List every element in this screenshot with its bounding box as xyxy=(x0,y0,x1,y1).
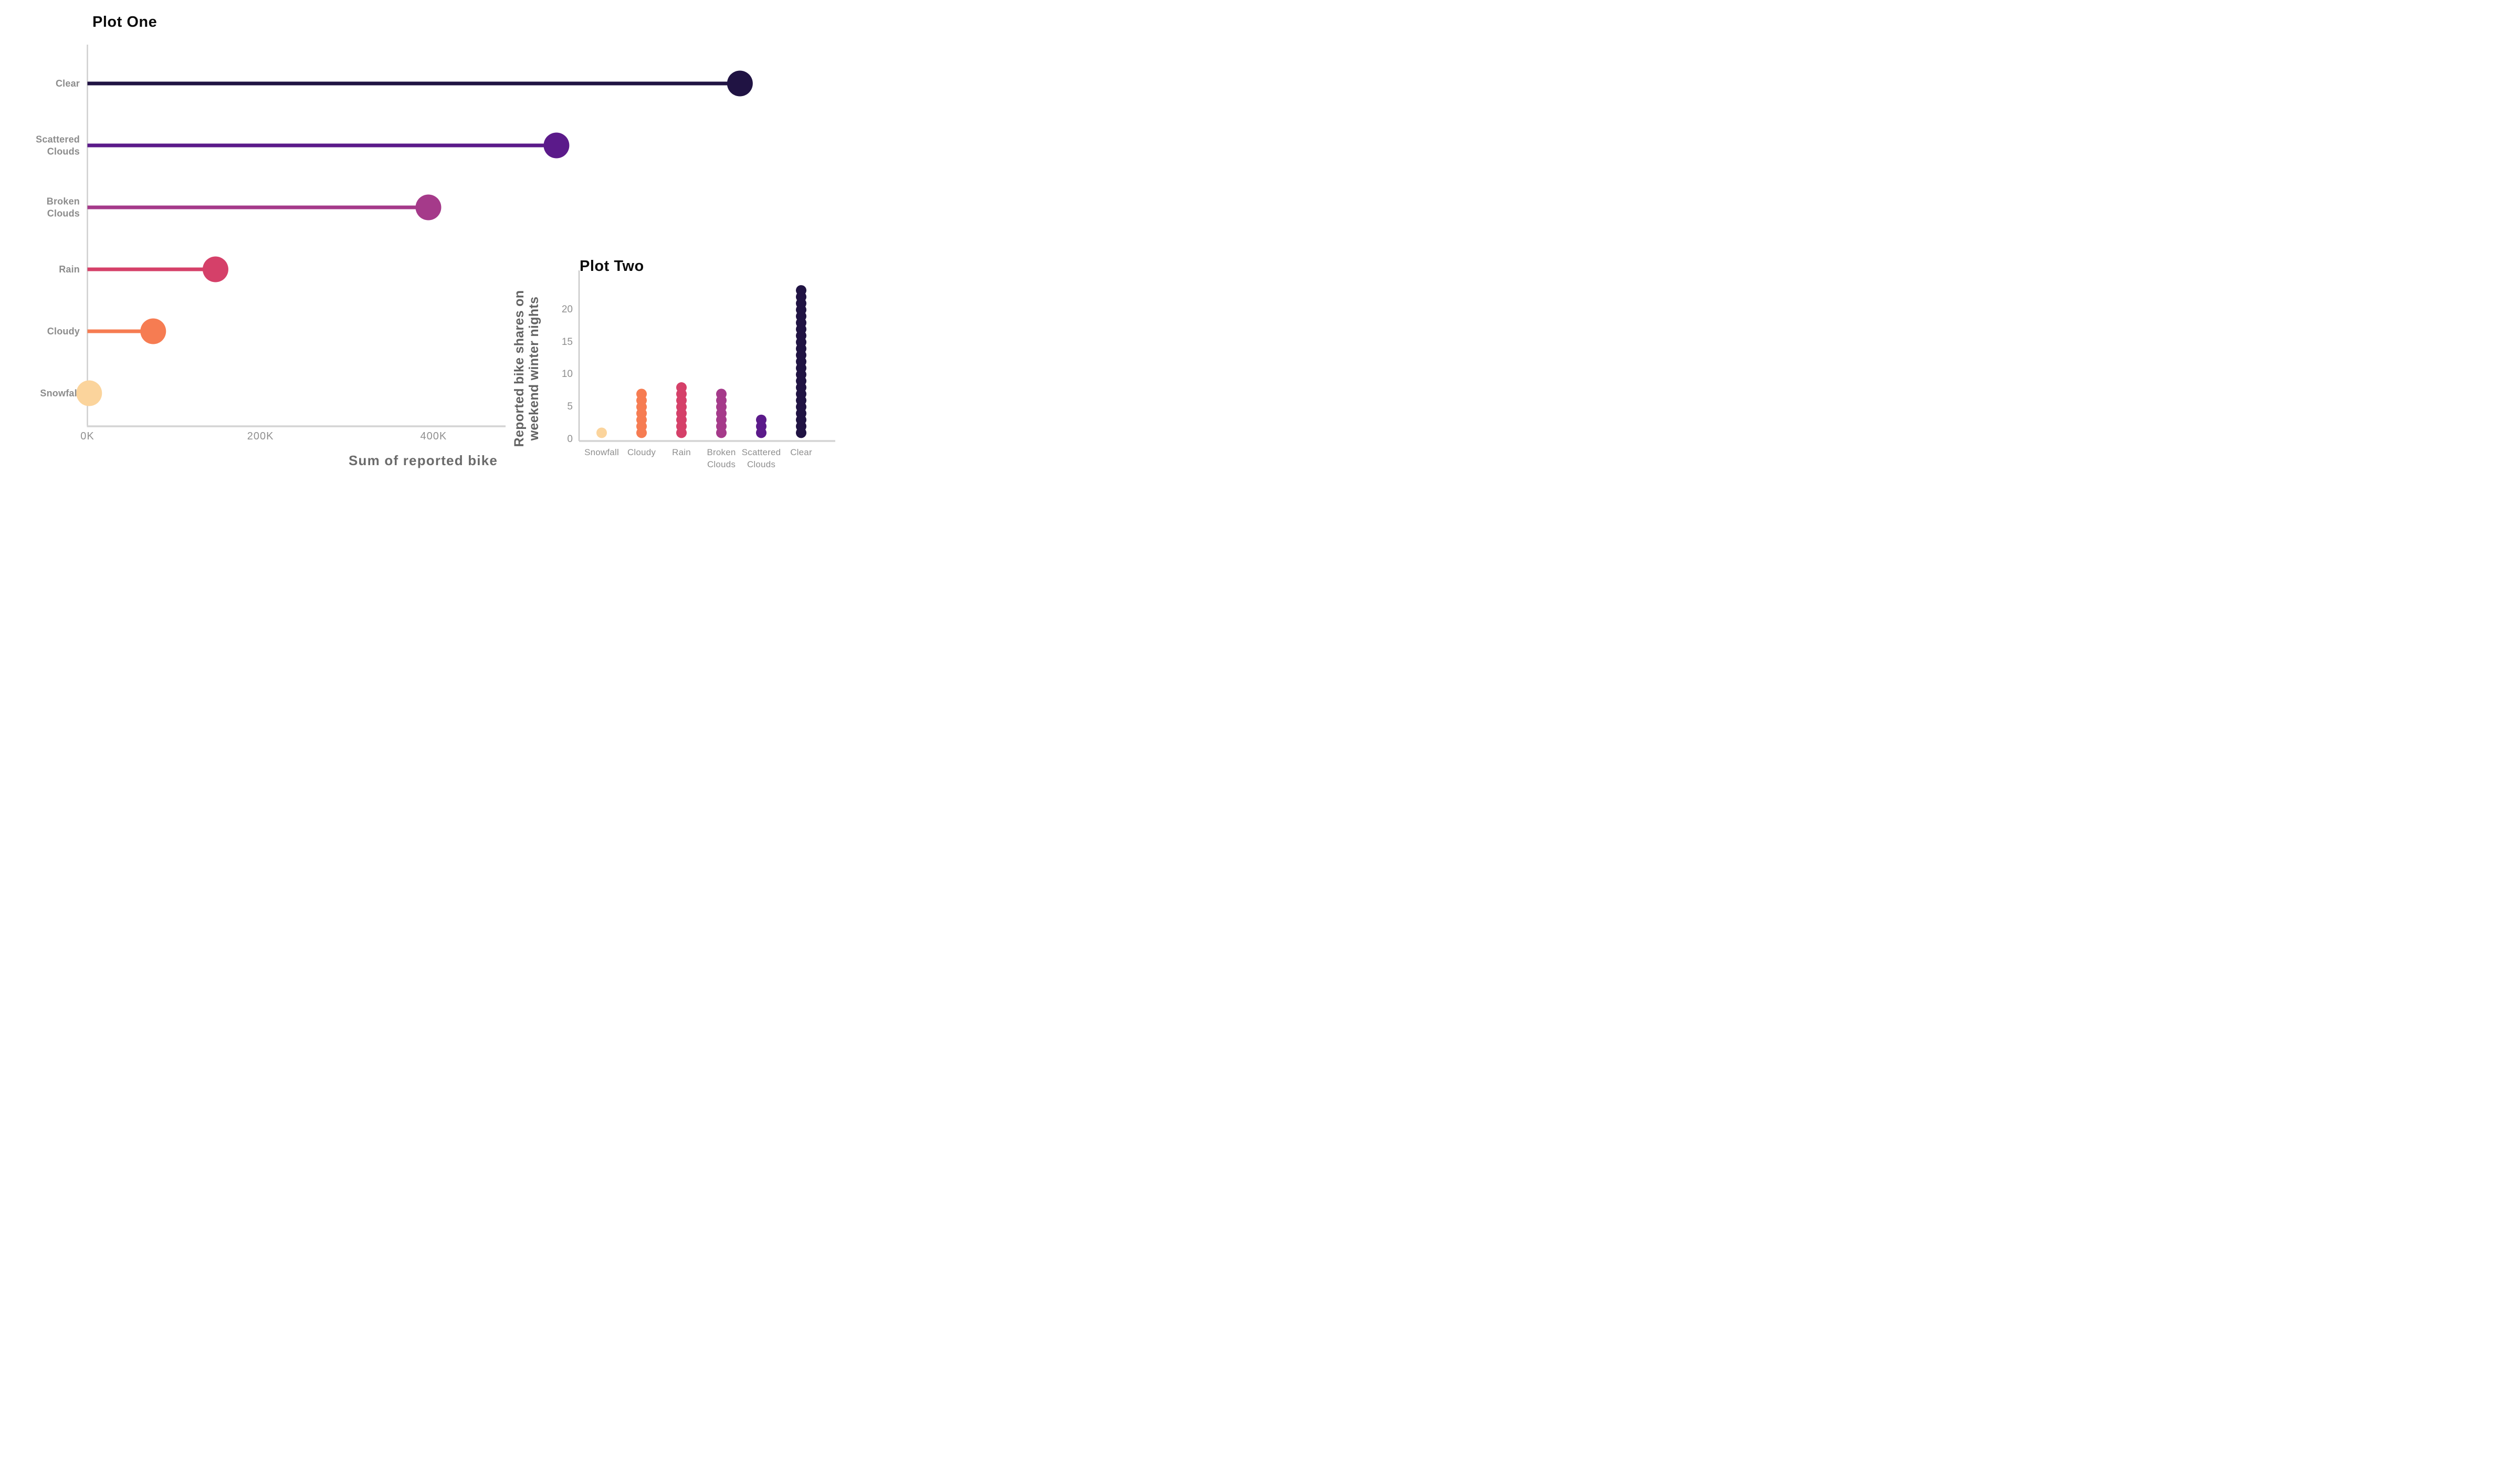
plot-two-y-tick: 5 xyxy=(567,401,573,413)
plot-two-x-label: Scattered Clouds xyxy=(741,447,781,469)
plot-one-category-label: Broken Clouds xyxy=(46,196,80,219)
plot-two-x-label: Broken Clouds xyxy=(707,447,736,469)
plot-one-chart xyxy=(76,45,753,427)
plot-one-category-label: Rain xyxy=(59,264,80,275)
plot-two-x-label: Rain xyxy=(672,447,691,457)
plot-two-y-tick: 0 xyxy=(567,433,573,445)
plot-one-category-label: Scattered Clouds xyxy=(36,134,80,157)
plot-two-panel: Plot Two Reported bike shares on weekend… xyxy=(506,245,840,490)
plot-two-title: Plot Two xyxy=(580,258,644,275)
plot-one-x-axis-title: Sum of reported bike xyxy=(349,453,498,468)
plot-one-category-label: Cloudy xyxy=(47,326,80,337)
plot-two-x-label: Clear xyxy=(790,447,812,457)
plot-two-x-label: Cloudy xyxy=(627,447,656,457)
plot-one-x-tick: 0K xyxy=(80,430,94,442)
plot-two-chart xyxy=(578,270,835,442)
plot-one-x-tick: 200K xyxy=(247,430,274,442)
plot-one-x-tick: 400K xyxy=(420,430,447,442)
plot-one-title: Plot One xyxy=(92,14,158,30)
plot-two-y-tick: 10 xyxy=(561,369,573,380)
dashboard-canvas: Plot One Clear Scattered Clouds Broken C… xyxy=(0,0,840,490)
plot-two-y-tick: 20 xyxy=(561,304,573,316)
plot-two-x-label: Snowfall xyxy=(584,447,619,457)
plot-one-category-label: Clear xyxy=(55,78,80,89)
plot-two-y-tick: 15 xyxy=(561,336,573,348)
plot-one-category-label: Snowfall xyxy=(40,387,80,398)
